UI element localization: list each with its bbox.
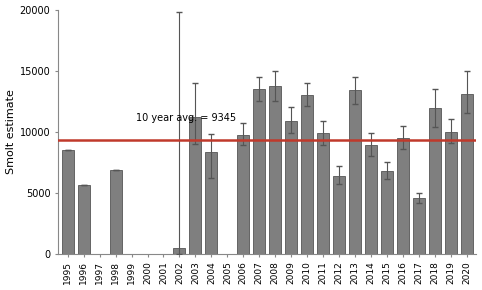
Bar [285,121,297,254]
Bar [254,89,265,254]
Bar [317,133,329,254]
Bar [349,90,361,254]
Bar [301,95,313,254]
Bar [429,108,441,254]
Y-axis label: Smolt estimate: Smolt estimate [6,89,15,174]
Bar [365,145,377,254]
Bar [333,176,345,254]
Bar [445,132,457,254]
Bar [397,138,409,254]
Bar [109,170,121,254]
Bar [205,153,217,254]
Bar [413,197,425,254]
Bar [381,171,393,254]
Bar [189,117,201,254]
Bar [62,150,74,254]
Bar [269,86,281,254]
Bar [174,248,186,254]
Bar [461,94,473,254]
Bar [78,185,90,254]
Bar [237,135,249,254]
Text: 10 year avg. = 9345: 10 year avg. = 9345 [136,113,237,123]
